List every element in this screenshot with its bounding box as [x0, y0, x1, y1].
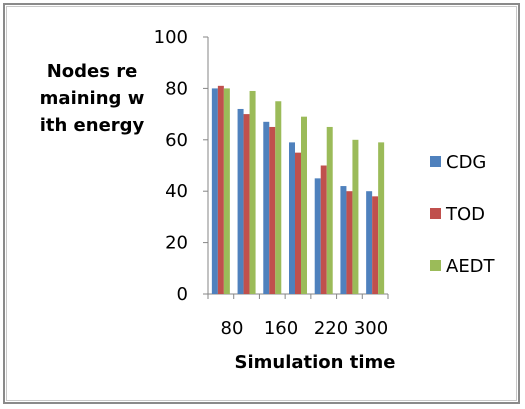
x-tick-label: 80	[221, 318, 244, 339]
chart-frame	[3, 3, 520, 404]
bar-tod-80	[217, 85, 224, 294]
x-tick-label: 160	[264, 318, 298, 339]
bar-tod-300	[372, 196, 379, 294]
legend-swatch-cdg	[430, 156, 441, 167]
y-tick-label: 60	[165, 130, 188, 151]
bar-tod-260	[346, 191, 353, 294]
bar-cdg-160	[263, 121, 270, 294]
bar-aedt-160	[275, 101, 282, 294]
x-tick-label: 220	[314, 318, 348, 339]
bar-tod-120	[243, 114, 250, 294]
bar-cdg-200	[289, 142, 295, 294]
legend-swatch-tod	[430, 208, 441, 219]
bar-aedt-200	[301, 116, 307, 294]
legend-label-aedt: AEDT	[446, 256, 496, 277]
bar-cdg-80	[211, 88, 218, 295]
bar-aedt-120	[249, 90, 256, 294]
bar-aedt-260	[352, 139, 359, 294]
bar-tod-200	[295, 152, 301, 294]
bar-aedt-80	[223, 88, 230, 295]
bar-cdg-120	[237, 108, 244, 295]
y-tick-label: 40	[165, 181, 188, 202]
y-tick-label: 100	[154, 27, 188, 48]
x-axis-label: Simulation time	[234, 352, 396, 373]
y-tick-label: 80	[165, 78, 188, 99]
bar-cdg-300	[366, 191, 373, 294]
bar-tod-220	[320, 165, 327, 294]
x-tick-label: 300	[354, 318, 388, 339]
y-tick-label: 20	[165, 233, 188, 254]
legend-label-tod: TOD	[445, 204, 485, 225]
y-tick-label: 0	[177, 284, 188, 305]
bar-aedt-220	[326, 126, 333, 294]
legend-swatch-aedt	[430, 260, 441, 271]
y-axis-label: Nodes remaining with energy	[39, 61, 145, 136]
bar-tod-160	[269, 126, 276, 294]
bar-aedt-300	[378, 142, 385, 294]
bar-cdg-260	[340, 186, 347, 294]
legend-label-cdg: CDG	[446, 152, 486, 173]
bar-cdg-220	[314, 178, 321, 294]
